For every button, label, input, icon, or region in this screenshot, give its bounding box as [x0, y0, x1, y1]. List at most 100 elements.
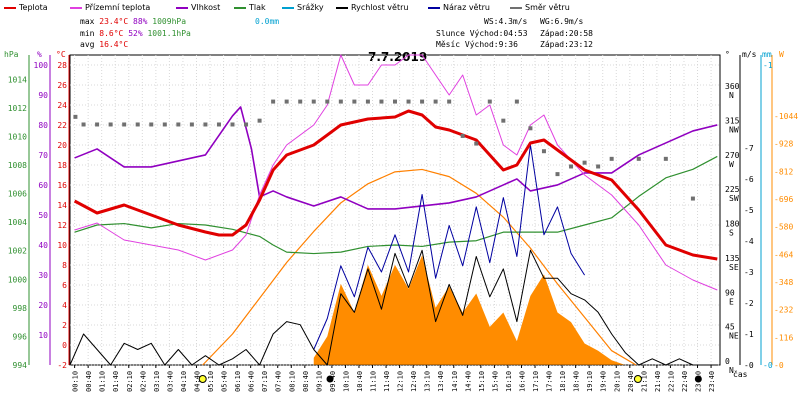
temperature-tick-label: 4 [62, 301, 67, 310]
x-tick-label: 18:10 [559, 371, 567, 392]
humidity-axis-unit: % [37, 50, 42, 59]
temperature-tick-label: 12 [57, 221, 67, 230]
wind-direction-mark [420, 99, 425, 104]
stats-max-label: max [80, 17, 95, 26]
pressure-tick-label: 1002 [8, 247, 27, 256]
humidity-tick-label: 20 [38, 301, 48, 310]
temperature-tick-label: 24 [57, 101, 67, 110]
sunrise-icon [198, 375, 207, 383]
wind-direction-mark [406, 99, 411, 104]
wind-direction-mark [189, 122, 194, 127]
temperature-tick-label: 0 [62, 341, 67, 350]
legend-swatch [70, 6, 82, 9]
wind-direction-mark [284, 99, 289, 104]
temperature-tick-label: 20 [57, 141, 67, 150]
direction-tick-label: SE [729, 263, 739, 272]
direction-tick-label: 225 [725, 185, 740, 194]
x-tick-label: 04:40 [193, 371, 201, 392]
stats-min-hum: 52% [128, 29, 143, 38]
x-tick-label: 00:40 [85, 371, 93, 392]
x-tick-label: 12:10 [397, 371, 405, 392]
wind-axis-unit: m/s [742, 50, 757, 59]
wind-direction-mark [636, 156, 641, 161]
humidity-tick-label: 30 [38, 271, 48, 280]
series-humidity-line [74, 106, 718, 210]
wind-direction-mark [135, 122, 140, 127]
wind-direction-mark [528, 126, 533, 131]
temperature-tick-label: 6 [62, 281, 67, 290]
direction-tick-label: E [729, 297, 734, 306]
temperature-tick-label: 14 [57, 201, 67, 210]
legend-label: Náraz větru [443, 3, 490, 12]
x-tick-label: 05:10 [207, 371, 215, 392]
stats-max-hum: 88% [133, 17, 148, 26]
x-tick-label: 08:40 [302, 371, 310, 392]
x-tick-label: 11:10 [370, 371, 378, 392]
x-tick-label: 07:40 [275, 371, 283, 392]
legend-swatch [428, 6, 440, 9]
wind-direction-mark [216, 122, 221, 127]
x-tick-label: 15:10 [478, 371, 486, 392]
direction-tick-label: 180 [725, 220, 740, 229]
legend-item-prizemni-teplota[interactable]: Přízemní teplota [70, 2, 150, 14]
wind-direction-mark [162, 122, 167, 127]
pressure-tick-label: 1004 [8, 218, 27, 227]
wind-direction-mark [311, 99, 316, 104]
x-tick-label: 11:40 [383, 371, 391, 392]
direction-tick-label: 315 [725, 116, 740, 125]
series-wind-gust-line [313, 144, 586, 350]
legend-label: Srážky [297, 3, 324, 12]
x-tick-label: 14:40 [464, 371, 472, 392]
rain-axis-unit: mm [762, 50, 772, 59]
wind-direction-mark [447, 99, 452, 104]
wind-direction-mark [365, 99, 370, 104]
x-tick-label: 05:40 [221, 371, 229, 392]
legend-item-rychlost-vetru[interactable]: Rychlost větru [336, 2, 408, 14]
x-tick-label: 04:10 [180, 371, 188, 392]
stats-max-rain: 0.0mm [255, 17, 280, 26]
series-solar-max-line [202, 168, 637, 366]
x-tick-label: 09:10 [315, 371, 323, 392]
x-tick-label: 18:40 [573, 371, 581, 392]
x-tick-label: 10:40 [356, 371, 364, 392]
x-tick-label: 17:10 [532, 371, 540, 392]
wind-direction-mark [230, 122, 235, 127]
wind-direction-mark [95, 122, 100, 127]
x-tick-label: 03:10 [153, 371, 161, 392]
series-ground-temp-line [74, 54, 718, 291]
wind-direction-mark [352, 99, 357, 104]
moonrise-icon [326, 375, 334, 383]
direction-tick-label: 270 [725, 151, 740, 160]
legend-item-naraz-vetru[interactable]: Náraz větru [428, 2, 490, 14]
direction-tick-label: 360 [725, 82, 740, 91]
wind-direction-mark [122, 122, 127, 127]
humidity-tick-label: 90 [38, 91, 48, 100]
legend-item-vlhkost[interactable]: Vlhkost [176, 2, 220, 14]
x-tick-label: 01:10 [99, 371, 107, 392]
legend-item-tlak[interactable]: Tlak [234, 2, 266, 14]
humidity-tick-label: 40 [38, 241, 48, 250]
x-tick-label: 07:10 [261, 371, 269, 392]
pressure-tick-label: 994 [13, 361, 28, 370]
legend-item-teplota[interactable]: Teplota [4, 2, 48, 14]
solar-axis-unit: W [779, 50, 784, 59]
direction-tick-label: W [729, 160, 734, 169]
wind-direction-mark [569, 164, 574, 169]
pressure-tick-label: 1012 [8, 104, 27, 113]
wind-direction-mark [433, 99, 438, 104]
pressure-tick-label: 1014 [8, 75, 27, 84]
wind-tick-label: -5 [744, 206, 754, 215]
direction-tick-label: N [729, 91, 734, 100]
x-tick-label: 19:40 [600, 371, 608, 392]
wind-speed-info: WS:4.3m/s [484, 17, 528, 26]
wind-tick-label: -1 [744, 330, 754, 339]
sunset-icon [633, 375, 642, 383]
legend-item-smer-vetru[interactable]: Směr větru [510, 2, 570, 14]
humidity-tick-label: 50 [38, 211, 48, 220]
legend-label: Rychlost větru [351, 3, 409, 12]
legend-item-srazky[interactable]: Srážky [282, 2, 324, 14]
humidity-tick-label: 10 [38, 331, 48, 340]
humidity-tick-label: 70 [38, 151, 48, 160]
temperature-tick-label: 26 [57, 81, 67, 90]
